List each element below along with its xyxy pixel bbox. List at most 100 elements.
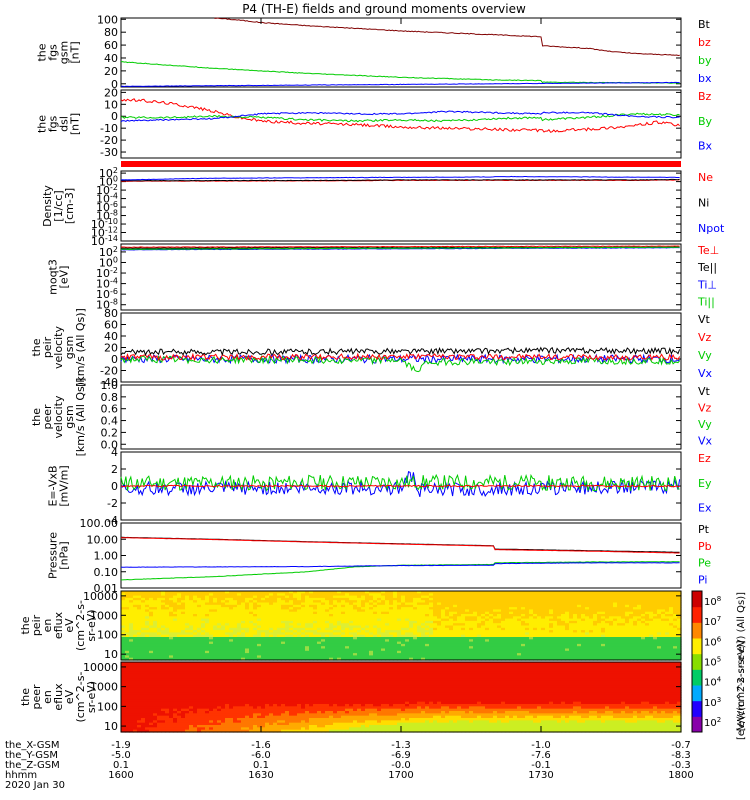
spectrogram-cell xyxy=(677,597,682,601)
spectrogram-cell xyxy=(161,637,166,640)
spectrogram-cell xyxy=(141,715,146,719)
spectrogram-cell xyxy=(353,657,358,661)
spectrogram-cell xyxy=(509,637,514,640)
spectrogram-cell xyxy=(165,607,170,610)
spectrogram-cell xyxy=(261,655,266,659)
spectrogram-cell xyxy=(493,625,498,629)
spectrogram-cell xyxy=(521,646,526,650)
spectrogram-cell xyxy=(461,627,466,631)
spectrogram-cell xyxy=(449,623,454,627)
spectrogram-cell xyxy=(549,641,554,645)
spectrogram-cell xyxy=(573,618,578,622)
spectrogram-cell xyxy=(181,604,186,608)
spectrogram-cell xyxy=(545,620,550,624)
spectrogram-cell xyxy=(185,611,190,615)
spectrogram-cell xyxy=(549,607,554,610)
spectrogram-cell xyxy=(213,618,218,622)
spectrogram-cell xyxy=(205,625,210,629)
spectrogram-cell xyxy=(629,634,634,638)
spectrogram-cell xyxy=(649,623,654,627)
spectrogram-cell xyxy=(137,595,142,599)
spectrogram-cell xyxy=(369,646,374,650)
spectrogram-cell xyxy=(461,620,466,624)
spectrogram-cell xyxy=(633,607,638,610)
spectrogram-cell xyxy=(537,614,542,617)
spectrogram-cell xyxy=(181,591,186,594)
spectrogram-cell xyxy=(481,609,486,613)
spectrogram-cell xyxy=(469,634,474,638)
spectrogram-cell xyxy=(137,623,142,627)
spectrogram-cell xyxy=(345,634,350,638)
spectrogram-cell xyxy=(353,611,358,615)
spectrogram-cell xyxy=(265,632,270,636)
spectrogram-cell xyxy=(241,641,246,645)
spectrogram-cell xyxy=(237,657,242,661)
spectrogram-cell xyxy=(121,683,126,686)
spectrogram-cell xyxy=(197,618,202,622)
spectrogram-cell xyxy=(177,725,182,728)
spectrogram-cell xyxy=(473,657,478,661)
spectrogram-cell xyxy=(409,646,414,650)
spectrogram-cell xyxy=(181,650,186,654)
spectrogram-cell xyxy=(177,699,182,703)
spectrogram-cell xyxy=(565,650,570,654)
spectrogram-cell xyxy=(121,699,126,703)
spectrogram-cell xyxy=(341,602,346,606)
spectrogram-cell xyxy=(317,630,322,633)
spectrogram-cell xyxy=(653,591,658,594)
spectrogram-cell xyxy=(505,639,510,643)
spectrogram-cell xyxy=(521,600,526,604)
spectrogram-cell xyxy=(573,657,578,661)
spectrogram-cell xyxy=(161,720,166,724)
spectrogram-cell xyxy=(513,627,518,631)
spectrogram-cell xyxy=(389,618,394,622)
spectrogram-cell xyxy=(585,620,590,624)
spectrogram-cell xyxy=(653,595,658,599)
spectrogram-cell xyxy=(441,643,446,647)
y-tick-label: 10 xyxy=(104,648,118,661)
spectrogram-cell xyxy=(525,657,530,661)
spectrogram-cell xyxy=(137,618,142,622)
spectrogram-cell xyxy=(221,595,226,599)
spectrogram-cell xyxy=(293,641,298,645)
spectrogram-cell xyxy=(165,671,170,675)
spectrogram-cell xyxy=(201,609,206,613)
spectrogram-cell xyxy=(433,643,438,647)
spectrogram-cell xyxy=(389,653,394,656)
y-tick-label: 0.4 xyxy=(101,415,119,428)
spectrogram-cell xyxy=(185,620,190,624)
spectrogram-cell xyxy=(353,637,358,640)
spectrogram-cell xyxy=(345,591,350,594)
spectrogram-cell xyxy=(625,639,630,643)
spectrogram-cell xyxy=(569,611,574,615)
spectrogram-cell xyxy=(473,611,478,615)
spectrogram-cell xyxy=(145,591,150,594)
spectrogram-cell xyxy=(661,618,666,622)
spectrogram-cell xyxy=(173,607,178,610)
spectrogram-cell xyxy=(301,595,306,599)
spectrogram-cell xyxy=(277,643,282,647)
spectrogram-cell xyxy=(149,694,154,698)
spectrogram-cell xyxy=(433,611,438,615)
spectrogram-cell xyxy=(397,634,402,638)
spectrogram-cell xyxy=(553,604,558,608)
spectrogram-cell xyxy=(617,614,622,617)
spectrogram-cell xyxy=(389,641,394,645)
spectrogram-cell xyxy=(581,637,586,640)
spectrogram-cell xyxy=(413,627,418,631)
spectrogram-cell xyxy=(517,604,522,608)
spectrogram-cell xyxy=(165,614,170,617)
spectrogram-cell xyxy=(281,650,286,654)
spectrogram-cell xyxy=(393,620,398,624)
spectrogram-cell xyxy=(353,625,358,629)
spectrogram-cell xyxy=(177,671,182,675)
spectrogram-cell xyxy=(181,637,186,640)
spectrogram-cell xyxy=(229,609,234,613)
spectrogram-cell xyxy=(253,595,258,599)
spectrogram-cell xyxy=(557,632,562,636)
spectrogram-cell xyxy=(141,713,146,717)
spectrogram-cell xyxy=(621,632,626,636)
spectrogram-cell xyxy=(313,623,318,627)
spectrogram-cell xyxy=(273,637,278,640)
spectrogram-cell xyxy=(541,595,546,599)
